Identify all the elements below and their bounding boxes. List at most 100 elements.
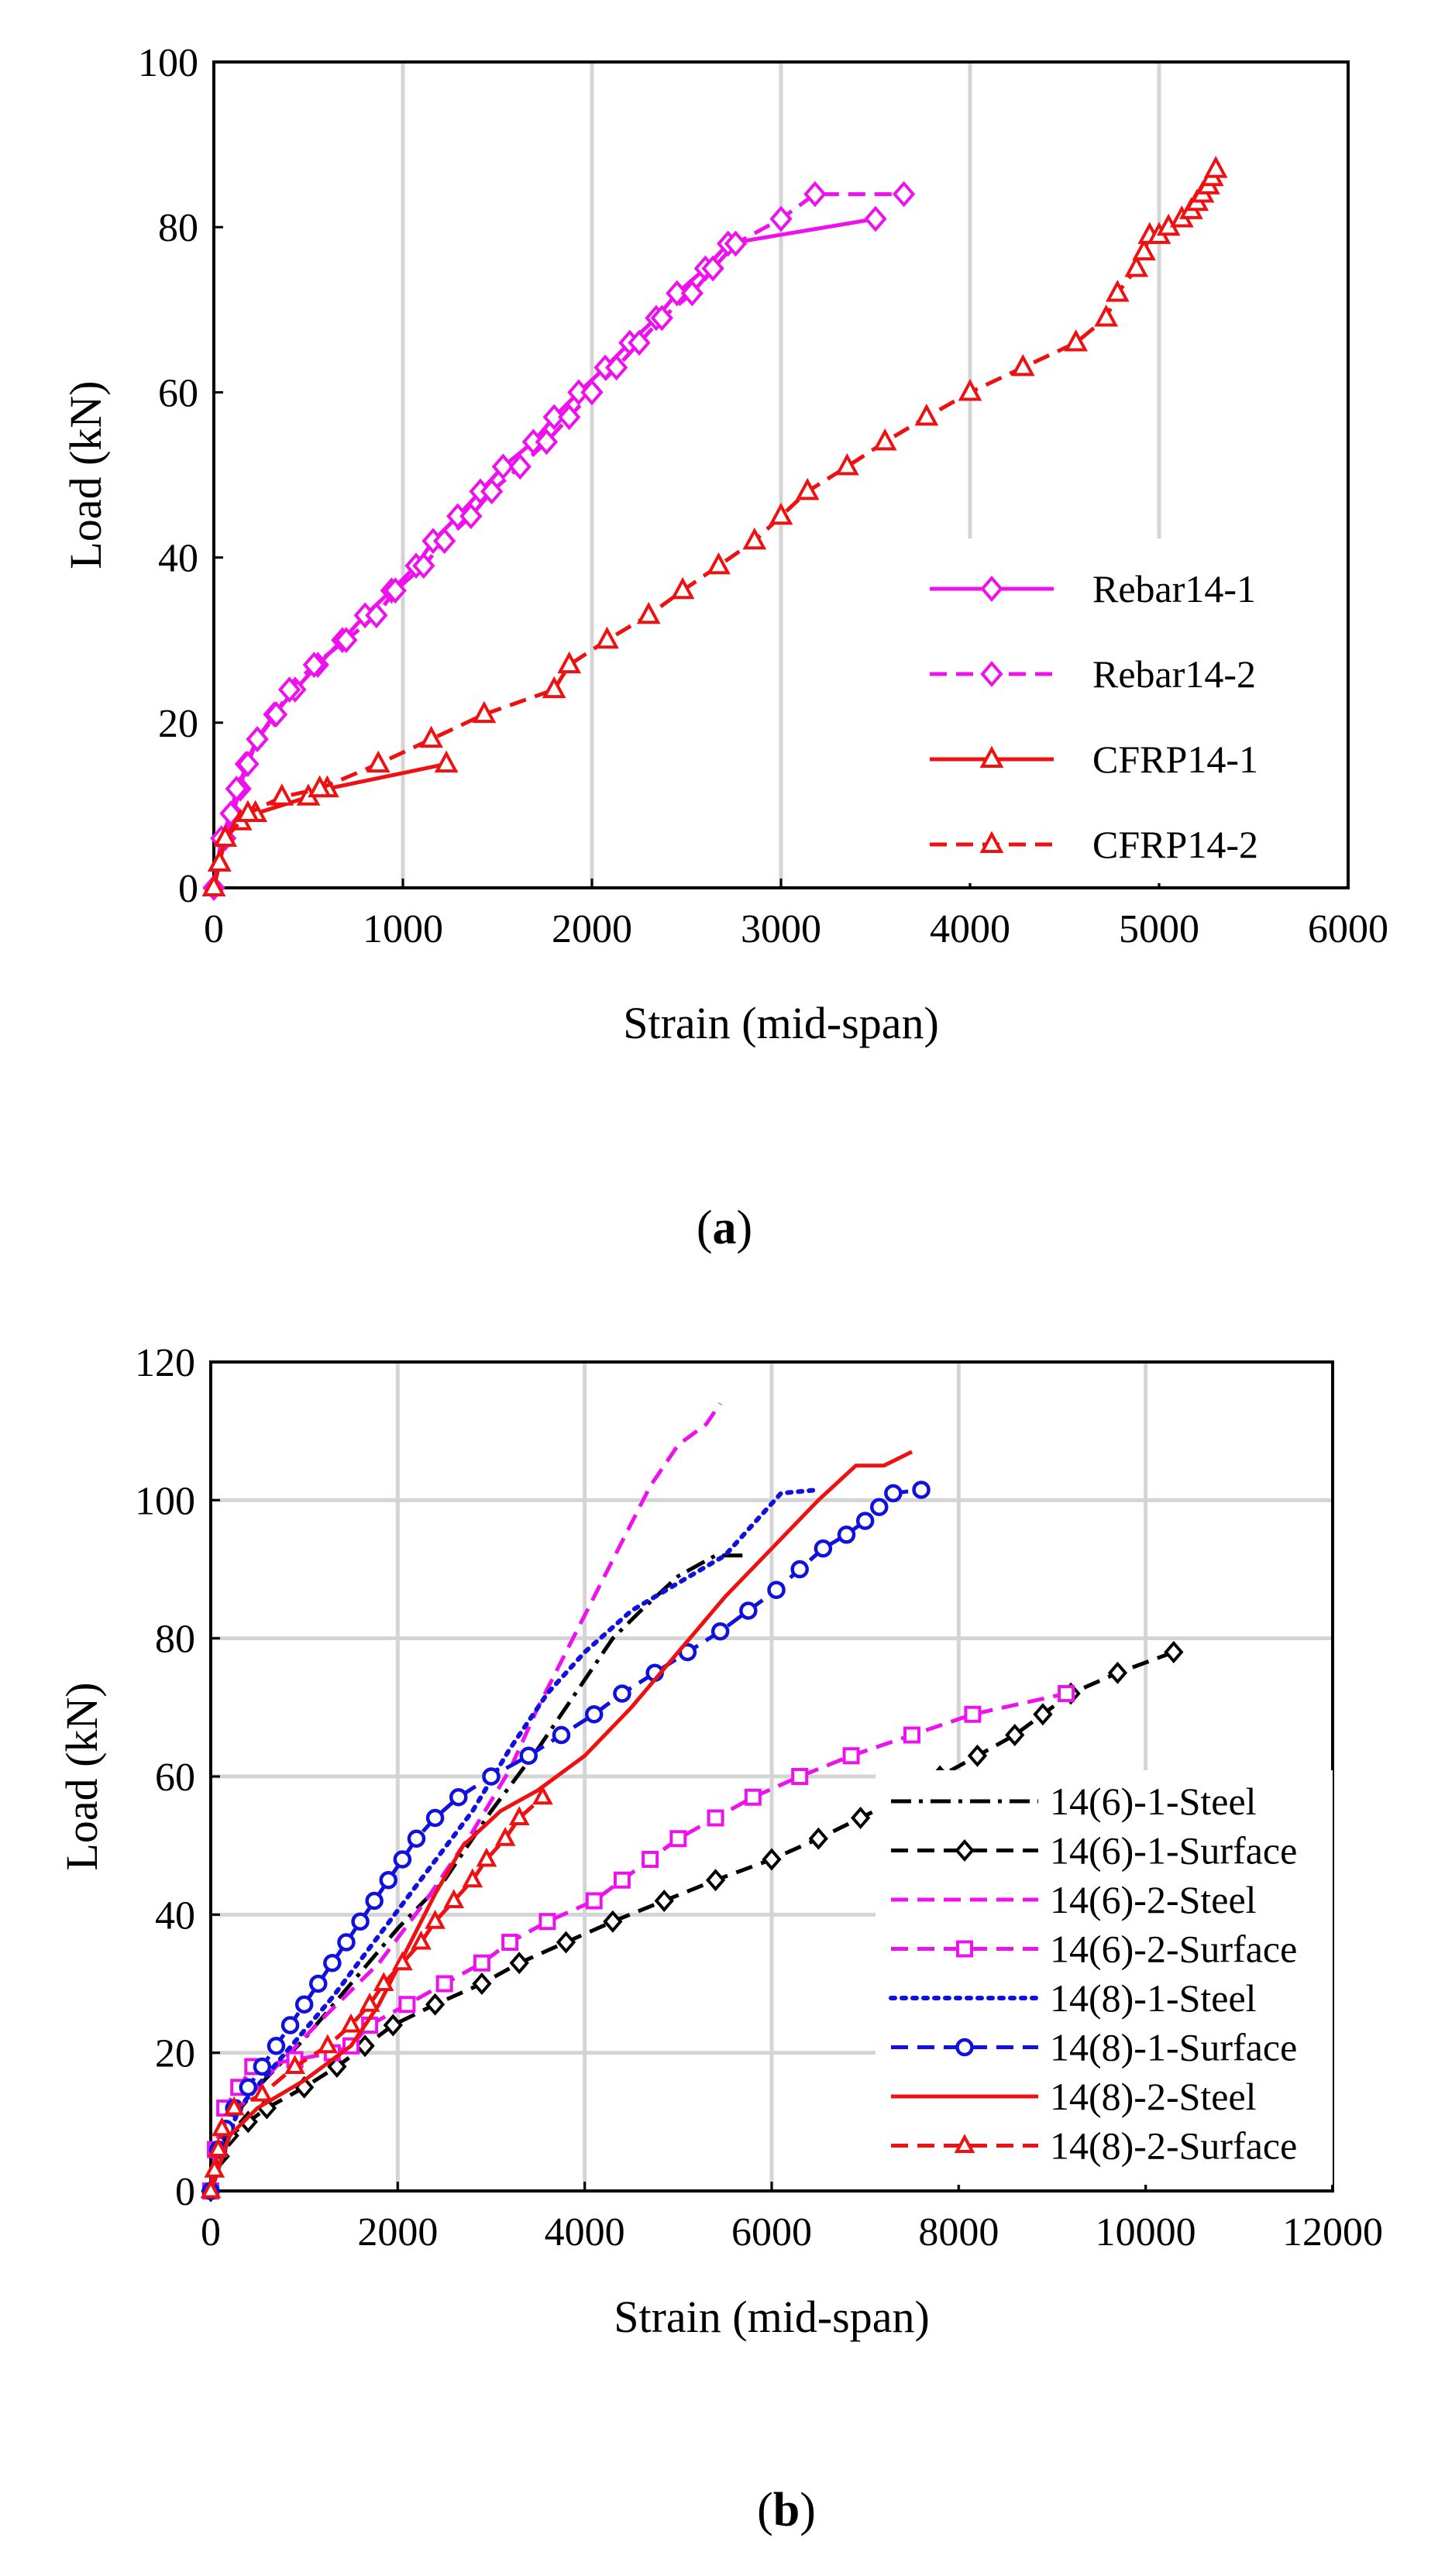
x-tick-label: 2000 bbox=[552, 907, 632, 951]
series-line bbox=[208, 1487, 922, 2192]
legend-marker bbox=[955, 2038, 974, 2057]
data-point bbox=[365, 602, 388, 629]
y-tick-label: 0 bbox=[175, 2170, 195, 2214]
x-axis-label: Strain (mid-span) bbox=[614, 2292, 930, 2342]
legend-label: Rebar14-1 bbox=[1092, 567, 1256, 610]
data-point bbox=[707, 1809, 724, 1827]
data-point bbox=[508, 453, 532, 480]
data-point bbox=[636, 601, 661, 624]
y-tick-label: 80 bbox=[158, 206, 198, 250]
data-point bbox=[246, 726, 269, 752]
data-point bbox=[767, 1580, 786, 1599]
y-tick-label: 100 bbox=[138, 41, 198, 85]
data-point bbox=[1005, 1723, 1025, 1747]
series-line bbox=[208, 1650, 1175, 2192]
data-point bbox=[355, 2034, 375, 2058]
data-point bbox=[884, 1484, 903, 1503]
data-point bbox=[267, 2037, 286, 2055]
data-point bbox=[365, 1891, 384, 1911]
data-point bbox=[366, 750, 390, 773]
legend-label: 14(6)-1-Steel bbox=[1050, 1780, 1257, 1823]
data-point bbox=[1164, 1640, 1184, 1664]
series-CFRP14-2 bbox=[201, 156, 1228, 896]
data-point bbox=[384, 577, 407, 604]
data-point bbox=[508, 1806, 530, 1825]
legend-background bbox=[876, 1770, 1333, 2185]
y-tick-label: 40 bbox=[158, 537, 198, 581]
legend-label: CFRP14-2 bbox=[1092, 823, 1258, 866]
data-point bbox=[238, 2110, 258, 2134]
data-point bbox=[200, 2179, 222, 2199]
data-point bbox=[557, 651, 582, 674]
data-point bbox=[212, 2117, 232, 2137]
data-point bbox=[1094, 304, 1119, 327]
data-point bbox=[584, 1705, 604, 1724]
data-point bbox=[351, 1912, 370, 1931]
data-point bbox=[494, 1827, 516, 1846]
chart-a: 0 1000 2000 3000 4000 5000 6000 0 20 40 60 80 100 Str… bbox=[60, 41, 1388, 1254]
data-point bbox=[1132, 238, 1156, 261]
data-point bbox=[742, 527, 767, 550]
data-point bbox=[628, 329, 651, 356]
data-point bbox=[1105, 280, 1130, 302]
data-point bbox=[411, 1930, 432, 1950]
legend-marker bbox=[979, 831, 1004, 853]
data-point bbox=[340, 2013, 362, 2033]
data-point bbox=[317, 2034, 339, 2054]
x-tick-label: 10000 bbox=[1096, 2210, 1196, 2254]
data-point bbox=[1058, 1685, 1075, 1702]
data-point bbox=[434, 750, 459, 773]
x-tick-label: 0 bbox=[204, 907, 224, 951]
data-point bbox=[1033, 1703, 1053, 1726]
series-line bbox=[208, 1450, 913, 2192]
series-14(8)-1-Steel bbox=[208, 1487, 821, 2193]
data-point bbox=[558, 404, 581, 431]
data-point bbox=[264, 701, 288, 727]
data-point bbox=[373, 1972, 394, 1991]
data-point bbox=[707, 552, 731, 575]
chart-b: 0 2000 4000 6000 8000 10000 12000 0 20 40 60 80 100 1… bbox=[57, 1341, 1383, 2536]
data-point bbox=[705, 1869, 726, 1892]
legend-label: CFRP14-1 bbox=[1092, 738, 1258, 781]
data-point bbox=[449, 1788, 468, 1807]
data-point bbox=[519, 1746, 538, 1765]
data-point bbox=[509, 1952, 529, 1975]
data-point bbox=[201, 874, 226, 896]
legend: 14(6)-1-Steel 14(6)-1-Surface 14(6)-2-Stee… bbox=[876, 1770, 1333, 2185]
data-point bbox=[835, 452, 859, 476]
data-point bbox=[253, 2057, 272, 2076]
data-point bbox=[383, 2014, 403, 2037]
x-axis-label: Strain (mid-span) bbox=[623, 998, 939, 1048]
data-point bbox=[252, 2082, 273, 2102]
data-point bbox=[1124, 255, 1149, 277]
data-point bbox=[239, 2078, 258, 2096]
series-Rebar14-2 bbox=[202, 181, 916, 901]
data-point bbox=[393, 1850, 412, 1869]
data-point bbox=[670, 576, 695, 600]
data-point bbox=[542, 676, 566, 699]
data-point bbox=[270, 783, 294, 806]
data-point bbox=[435, 1975, 453, 1993]
data-point bbox=[407, 1829, 426, 1848]
data-point bbox=[808, 1827, 828, 1850]
legend-background bbox=[899, 538, 1344, 883]
x-tick-label: 1000 bbox=[363, 907, 443, 951]
data-point bbox=[213, 824, 237, 848]
data-point bbox=[309, 1974, 328, 1993]
x-tick-label: 4000 bbox=[930, 907, 1010, 951]
legend-label: 14(6)-2-Surface bbox=[1050, 1928, 1297, 1971]
x-tick-label: 8000 bbox=[918, 2210, 999, 2254]
data-point bbox=[412, 552, 435, 580]
data-point bbox=[473, 1954, 490, 1972]
legend-label: 14(6)-1-Surface bbox=[1050, 1829, 1297, 1873]
data-point bbox=[769, 205, 793, 232]
data-point bbox=[207, 849, 232, 872]
series-14(8)-2-Steel bbox=[208, 1450, 913, 2192]
data-point bbox=[613, 1871, 631, 1889]
y-tick-label: 80 bbox=[155, 1618, 195, 1662]
data-point bbox=[538, 1913, 556, 1931]
data-point bbox=[482, 1767, 501, 1786]
data-point bbox=[462, 1868, 483, 1888]
x-tick-label: 4000 bbox=[545, 2210, 625, 2254]
